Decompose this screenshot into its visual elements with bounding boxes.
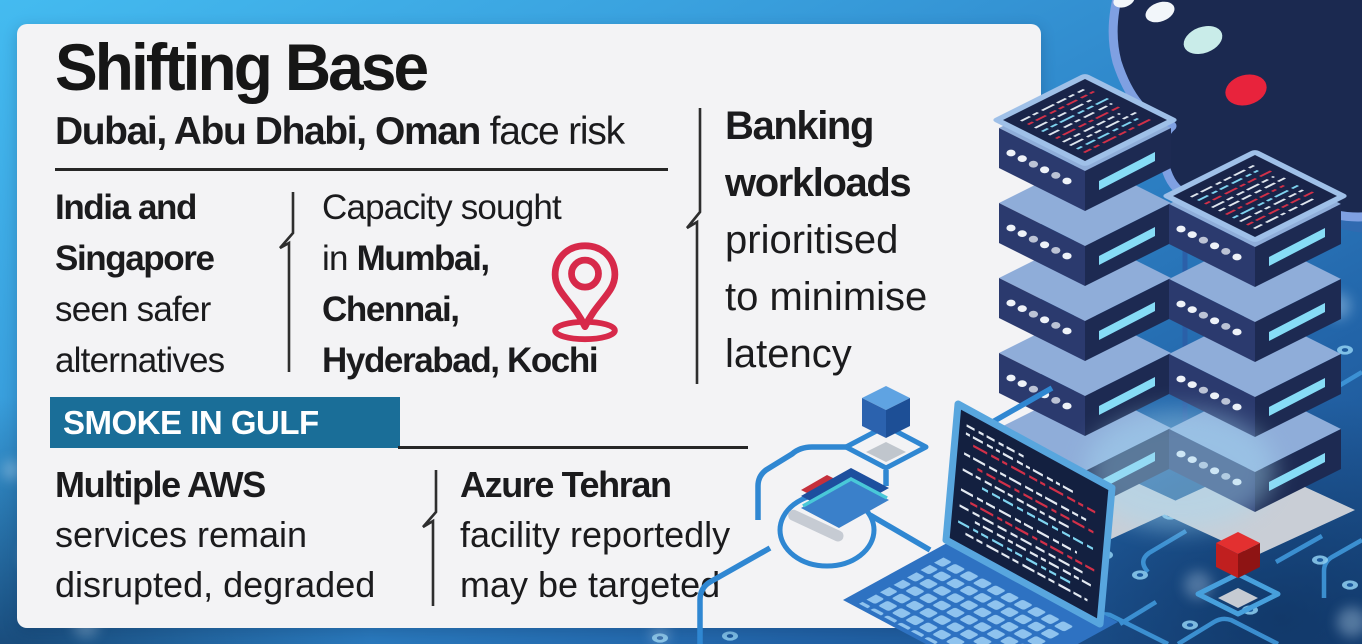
- divider-rule-banner: [398, 446, 748, 449]
- text-line: Banking: [725, 104, 874, 148]
- subtitle: Dubai, Abu Dhabi, Oman face risk: [55, 110, 626, 154]
- subtitle-rest: face risk: [489, 110, 626, 153]
- text-line: workloads: [725, 161, 912, 205]
- text-line: Singapore: [55, 239, 215, 278]
- text-line: Hyderabad, Kochi: [322, 341, 599, 380]
- text-line: seen safer: [55, 290, 211, 329]
- column-azure: Azure Tehran facility reportedly may be …: [460, 460, 800, 610]
- text-line: India and: [55, 188, 197, 227]
- text-line: prioritised: [725, 218, 899, 262]
- text-line: Chennai,: [322, 290, 460, 329]
- text-line: in Mumbai,: [322, 233, 722, 284]
- column-banking: Banking workloads prioritised to minimis…: [725, 98, 1005, 383]
- text-line: Capacity sought: [322, 188, 562, 227]
- text-line: facility reportedly: [460, 514, 731, 555]
- column-aws: Multiple AWS services remain disrupted, …: [55, 460, 435, 610]
- text-line: latency: [725, 332, 852, 376]
- text-segment: Mumbai,: [356, 239, 491, 278]
- column-capacity: Capacity sought in Mumbai, Chennai, Hyde…: [322, 182, 722, 386]
- subtitle-bold: Dubai, Abu Dhabi, Oman: [55, 110, 481, 153]
- text-line: alternatives: [55, 341, 225, 380]
- text-line: to minimise: [725, 275, 928, 319]
- text-line: may be targeted: [460, 564, 721, 605]
- text-line: Multiple AWS: [55, 464, 266, 505]
- text-segment: in: [322, 239, 348, 278]
- text-line: disrupted, degraded: [55, 564, 376, 605]
- section-banner: SMOKE IN GULF: [50, 397, 400, 448]
- divider-rule-top: [55, 168, 668, 171]
- text-line: services remain: [55, 514, 308, 555]
- column-india-singapore: India and Singapore seen safer alternati…: [55, 182, 295, 386]
- location-pin-icon: [551, 242, 619, 343]
- text-line: Azure Tehran: [460, 464, 672, 505]
- page-title: Shifting Base: [55, 30, 429, 104]
